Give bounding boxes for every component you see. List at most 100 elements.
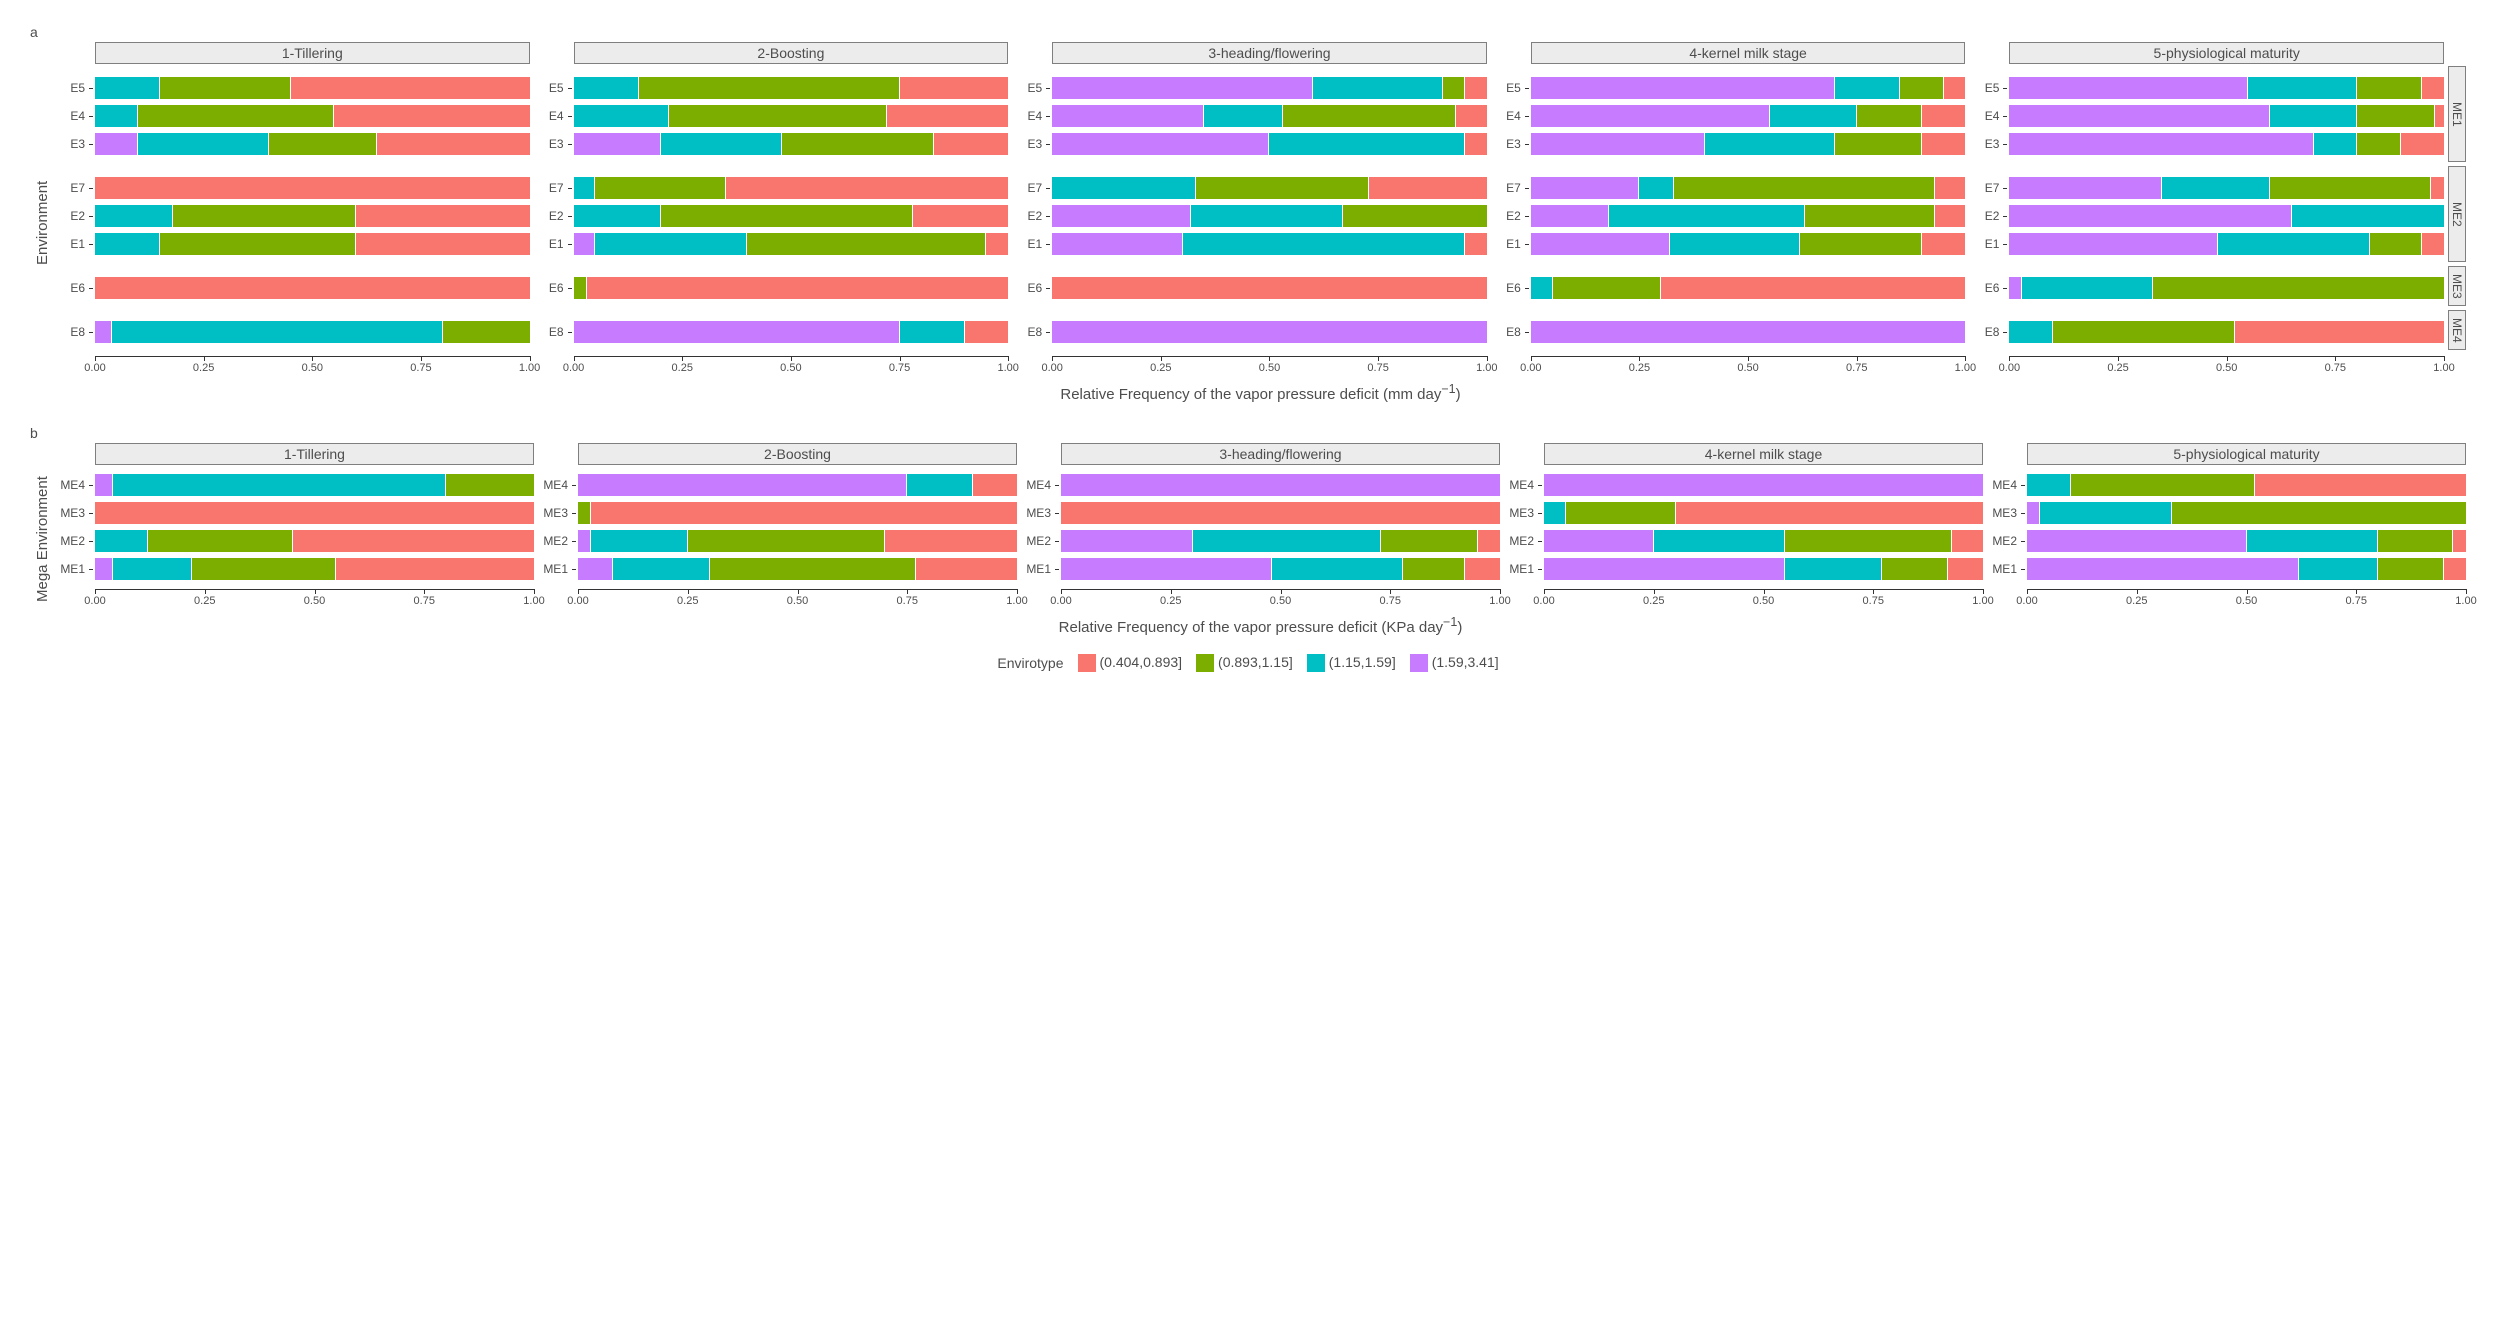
ycategory-label: E1	[1012, 237, 1046, 251]
bar-segment	[574, 205, 661, 228]
bar-segment	[2314, 133, 2357, 156]
panel-a-xlabel: Relative Frequency of the vapor pressure…	[55, 382, 2466, 403]
bar-segment	[443, 321, 530, 344]
bar-segment	[1670, 233, 1800, 256]
bar-segment	[2027, 530, 2247, 553]
bar-row: E5	[1969, 74, 2444, 102]
bar-segment	[2453, 530, 2466, 553]
bar-segment	[661, 133, 783, 156]
bar-segment	[1531, 133, 1705, 156]
ycategory-label: E1	[55, 237, 89, 251]
bar-segment	[1443, 77, 1465, 100]
stacked-bar	[1052, 277, 1487, 300]
bar-segment	[574, 233, 596, 256]
bar-segment	[574, 105, 670, 128]
xtick-label: 0.25	[1629, 362, 1650, 374]
stacked-bar	[1531, 133, 1966, 156]
panel-a: Environment 1-Tillering2-Boosting3-headi…	[30, 42, 2466, 403]
bar-segment	[356, 205, 530, 228]
bar-segment	[1052, 277, 1487, 300]
bar-segment	[1922, 233, 1965, 256]
bar-segment	[95, 77, 160, 100]
stacked-bar	[578, 530, 1017, 553]
stacked-bar	[578, 474, 1017, 497]
xtick-label: 0.75	[414, 595, 435, 607]
stacked-bar	[95, 133, 530, 156]
bar-row: E2	[55, 202, 530, 230]
bar-segment	[1269, 133, 1465, 156]
bar-segment	[2009, 277, 2022, 300]
bar-row: E7	[1012, 174, 1487, 202]
bar-row: E1	[1969, 230, 2444, 258]
facet: ME4ME3ME2ME1	[1987, 465, 2466, 589]
bar-segment	[1639, 177, 1674, 200]
bar-row: E7	[534, 174, 1009, 202]
stacked-bar	[574, 205, 1009, 228]
ycategory-label: ME1	[1021, 562, 1055, 576]
bar-segment	[1609, 205, 1805, 228]
ycategory-label: E5	[534, 81, 568, 95]
bar-row: E1	[1491, 230, 1966, 258]
stacked-bar	[1531, 77, 1966, 100]
stacked-bar	[2009, 321, 2444, 344]
stacked-bar	[1052, 205, 1487, 228]
stacked-bar	[1052, 105, 1487, 128]
bar-segment	[2027, 502, 2040, 525]
xtick-label: 0.00	[84, 362, 105, 374]
bar-row: ME3	[1021, 499, 1500, 527]
stacked-bar	[95, 77, 530, 100]
ycategory-label: ME1	[55, 562, 89, 576]
ycategory-label: E2	[1969, 209, 2003, 223]
ycategory-label: E8	[55, 325, 89, 339]
bar-row: E6	[1491, 274, 1966, 302]
xtick-label: 0.75	[1367, 362, 1388, 374]
bar-row: E4	[1491, 102, 1966, 130]
bar-segment	[782, 133, 934, 156]
bar-row: E4	[1012, 102, 1487, 130]
x-axis: 0.000.250.500.751.00	[1021, 589, 1500, 613]
bar-segment	[2422, 233, 2444, 256]
bar-row: E5	[534, 74, 1009, 102]
stacked-bar	[574, 233, 1009, 256]
ycategory-label: E6	[534, 281, 568, 295]
ycategory-label: E4	[1969, 109, 2003, 123]
bar-segment	[2009, 233, 2218, 256]
bar-segment	[2040, 502, 2172, 525]
ycategory-label: E4	[1491, 109, 1525, 123]
ycategory-label: E7	[1012, 181, 1046, 195]
ycategory-label: E6	[1969, 281, 2003, 295]
bar-row: ME4	[1504, 471, 1983, 499]
ycategory-label: E2	[1012, 209, 1046, 223]
bar-segment	[2255, 474, 2466, 497]
bar-segment	[661, 205, 913, 228]
facet: E7E2E1	[534, 168, 1009, 264]
bar-segment	[595, 233, 747, 256]
bar-segment	[1922, 105, 1965, 128]
bar-segment	[2247, 530, 2379, 553]
bar-segment	[1882, 558, 1948, 581]
bar-row: ME1	[1021, 555, 1500, 583]
bar-row: E8	[534, 318, 1009, 346]
bar-segment	[688, 530, 886, 553]
bar-segment	[1193, 530, 1382, 553]
legend-item: (0.893,1.15]	[1196, 654, 1293, 672]
bar-row: ME3	[1987, 499, 2466, 527]
facet: E5E4E3	[1012, 68, 1487, 164]
bar-segment	[356, 233, 530, 256]
col-header: 4-kernel milk stage	[1544, 443, 1983, 465]
bar-segment	[1544, 502, 1566, 525]
bar-segment	[1674, 177, 1935, 200]
bar-segment	[887, 105, 1009, 128]
stacked-bar	[2027, 558, 2466, 581]
xtick-label: 0.75	[889, 362, 910, 374]
ycategory-label: E3	[1491, 137, 1525, 151]
bar-segment	[2027, 474, 2071, 497]
bar-segment	[95, 530, 148, 553]
stacked-bar	[2009, 105, 2444, 128]
bar-row: E6	[534, 274, 1009, 302]
bar-segment	[1465, 233, 1487, 256]
bar-row: E3	[534, 130, 1009, 158]
x-axis: 0.000.250.500.751.00	[55, 589, 534, 613]
bar-segment	[1531, 205, 1609, 228]
xtick-label: 0.25	[1643, 595, 1664, 607]
